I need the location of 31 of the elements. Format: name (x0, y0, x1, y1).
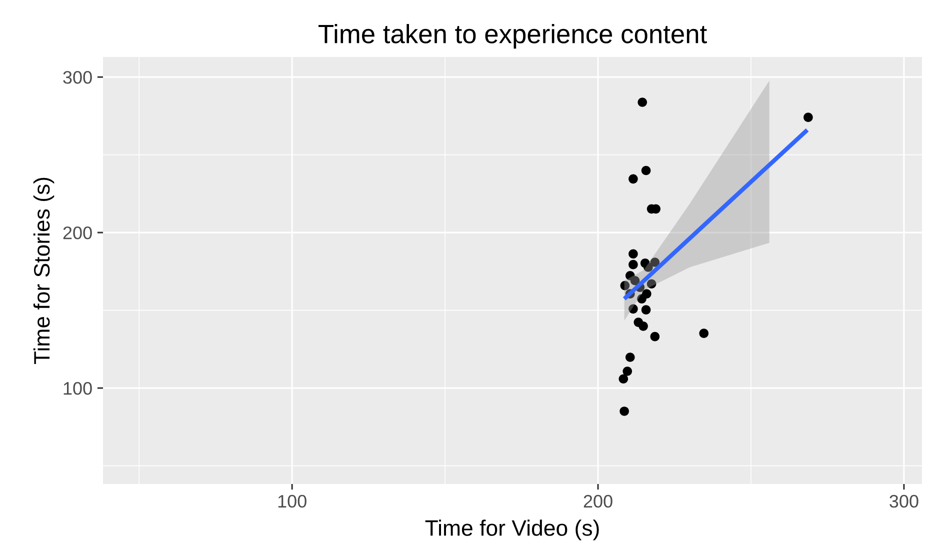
point (620, 280, 630, 290)
point (620, 406, 629, 416)
x-tick-label: 200 (584, 494, 612, 508)
point (630, 276, 640, 286)
x-tick-label: 300 (890, 494, 918, 508)
point (646, 279, 656, 289)
point (638, 322, 648, 331)
point (628, 260, 638, 270)
chart-title: Time taken to experience content (318, 24, 707, 49)
point (628, 174, 638, 184)
point (641, 305, 651, 314)
point (699, 328, 709, 338)
point (650, 258, 660, 267)
point (644, 262, 653, 272)
point (628, 249, 638, 259)
point (618, 374, 628, 384)
x-axis-title: Time for Video (s) (425, 520, 599, 540)
point (804, 112, 813, 122)
point (637, 294, 646, 304)
point (628, 304, 638, 314)
x-tick-label: 100 (278, 494, 306, 508)
point (622, 366, 632, 376)
point (641, 166, 651, 176)
point (650, 332, 660, 342)
line-series (622, 128, 810, 301)
point (638, 98, 648, 107)
y-axis-title: Time for Stories (s) (33, 178, 54, 364)
point (625, 352, 635, 362)
y-tick-label: 300 (63, 70, 92, 84)
y-tick-label: 100 (64, 382, 92, 395)
y-tick-label: 200 (63, 226, 92, 240)
